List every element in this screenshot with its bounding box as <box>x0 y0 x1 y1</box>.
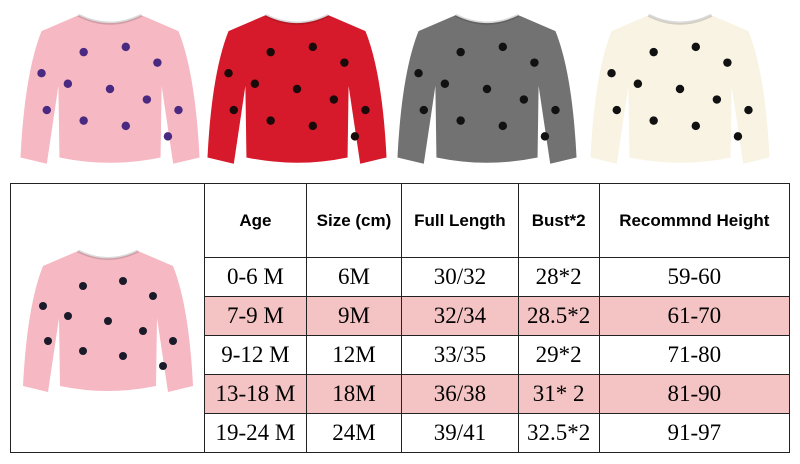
table-cell: 19-24 M <box>204 413 307 453</box>
red-sweater <box>207 13 387 166</box>
header-cell: Bust*2 <box>517 183 600 258</box>
table-row: 13-18 M 18M 36/38 31* 2 81-90 <box>11 374 791 414</box>
table-cell: 9M <box>305 296 403 336</box>
table-row: 9-12 M 12M 33/35 29*2 71-80 <box>11 335 791 375</box>
table-cell: 91-97 <box>598 413 791 453</box>
product-image-cell <box>10 183 205 453</box>
table-cell: 9-12 M <box>204 335 307 375</box>
table-row: 7-9 M 9M 32/34 28.5*2 61-70 <box>11 296 791 336</box>
table-cell: 36/38 <box>401 374 519 414</box>
table-cell: 81-90 <box>598 374 791 414</box>
table-cell: 33/35 <box>401 335 519 375</box>
pink-sweater <box>22 248 193 394</box>
product-images <box>20 13 770 166</box>
table-row: 19-24 M 24M 39/41 32.5*2 91-97 <box>11 413 791 453</box>
table-cell: 28*2 <box>517 257 600 297</box>
table-cell: 31* 2 <box>517 374 600 414</box>
cream-sweater <box>590 13 770 166</box>
pink-sweater <box>20 13 200 166</box>
size-table: Age Size (cm) Full Length Bust*2 Recommnd He… <box>10 183 791 453</box>
table-cell: 28.5*2 <box>517 296 600 336</box>
gray-sweater <box>397 13 577 166</box>
table-cell: 32/34 <box>401 296 519 336</box>
table-body: Age Size (cm) Full Length Bust*2 Recommnd He… <box>10 183 791 453</box>
table-cell: 59-60 <box>598 257 791 297</box>
table-cell: 6M <box>305 257 403 297</box>
table-cell: 13-18 M <box>204 374 307 414</box>
table-cell: 12M <box>305 335 403 375</box>
table-cell: 24M <box>305 413 403 453</box>
table-cell: 32.5*2 <box>517 413 600 453</box>
table-cell: 18M <box>305 374 403 414</box>
header-cell: Age <box>204 183 307 258</box>
header-cell: Recommnd Height <box>598 183 791 258</box>
table-cell: 0-6 M <box>204 257 307 297</box>
header-row: Age Size (cm) Full Length Bust*2 Recommnd He… <box>10 183 791 453</box>
table-cell: 61-70 <box>598 296 791 336</box>
table-cell: 7-9 M <box>204 296 307 336</box>
header-cell: Full Length <box>401 183 519 258</box>
table-cell: 30/32 <box>401 257 519 297</box>
table-cell: 71-80 <box>598 335 791 375</box>
header-cell: Size (cm) <box>305 183 403 258</box>
table-cell: 29*2 <box>517 335 600 375</box>
table-cell: 39/41 <box>401 413 519 453</box>
